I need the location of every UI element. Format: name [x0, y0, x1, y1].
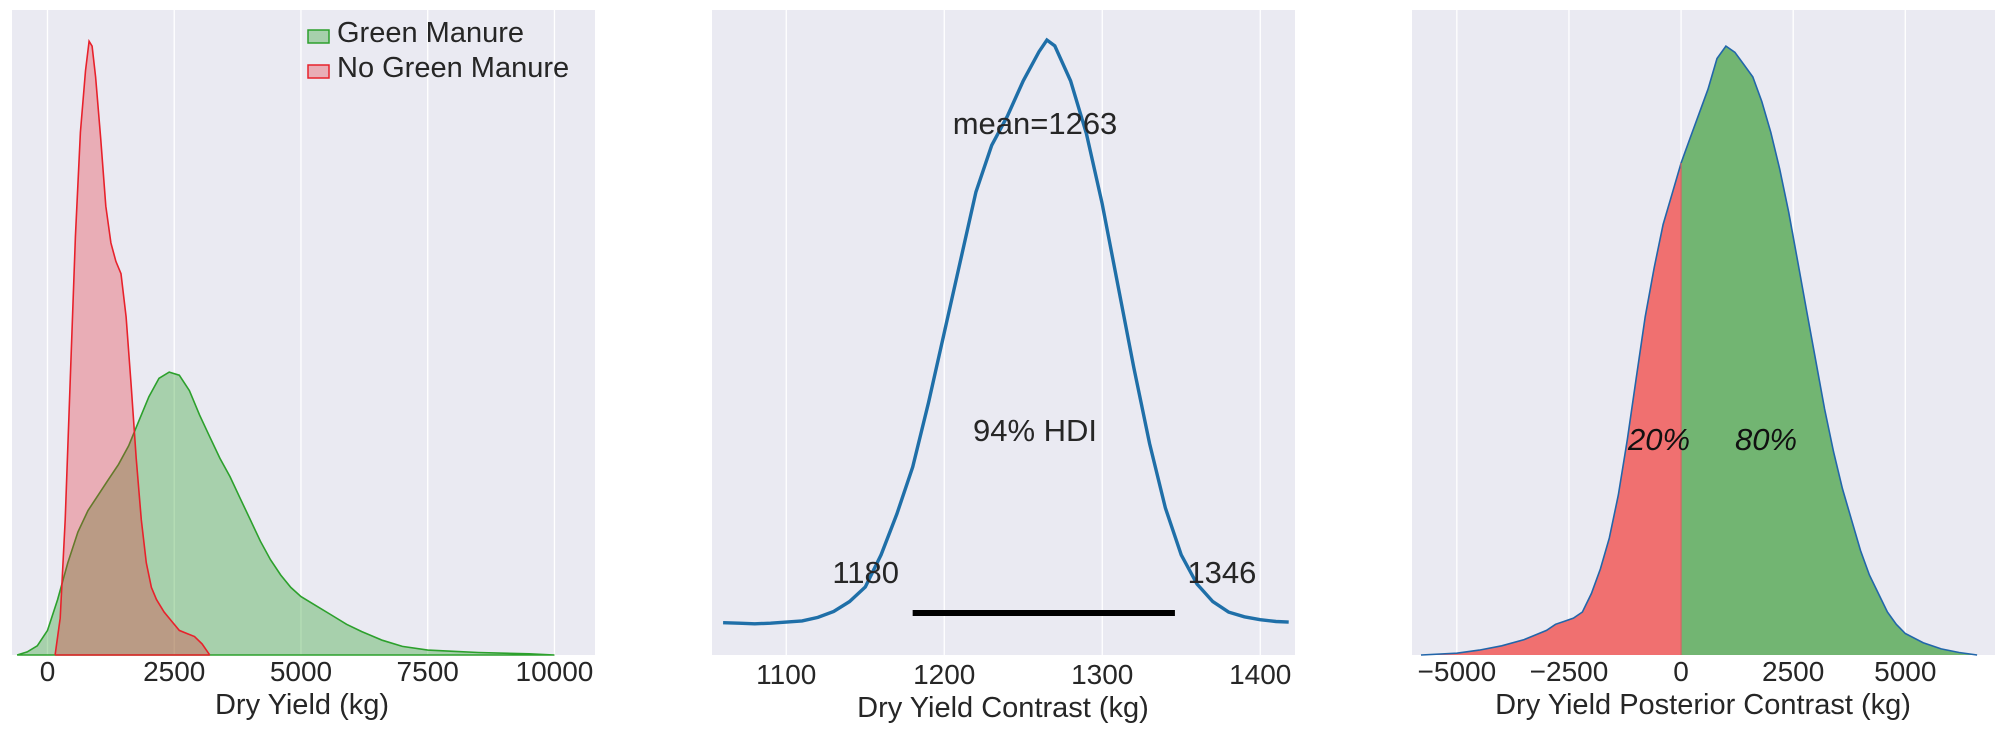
- legend-label-no-green-manure: No Green Manure: [337, 52, 569, 84]
- x-tick-label: −2500: [1530, 656, 1609, 687]
- left-area: [1420, 163, 1682, 655]
- plot-area-2: [712, 10, 1295, 655]
- legend-swatch-no-green-manure: [307, 64, 330, 79]
- x-tick-label: 2500: [143, 656, 205, 687]
- contrast-areas: [1420, 44, 1978, 656]
- x-ticks-2: 1100 1200 1300 1400: [756, 659, 1291, 690]
- panel-1: 0 2500 5000 7500 10000 Dry Yield (kg) Green …: [12, 10, 595, 721]
- x-ticks-1: 0 2500 5000 7500 10000: [40, 656, 594, 687]
- x-tick-label: 1400: [1229, 659, 1291, 690]
- x-axis-label-3: Dry Yield Posterior Contrast (kg): [1495, 689, 1911, 721]
- density-areas-1: [16, 38, 555, 656]
- x-tick-label: 5000: [1874, 656, 1936, 687]
- x-tick-label: 1300: [1071, 659, 1133, 690]
- hdi-label: 94% HDI: [973, 413, 1097, 448]
- x-ticks-3: −5000 −2500 0 2500 5000: [1418, 656, 1937, 687]
- x-axis-label-2: Dry Yield Contrast (kg): [857, 692, 1149, 724]
- legend-label-green-manure: Green Manure: [337, 17, 524, 49]
- x-tick-label: 10000: [516, 656, 594, 687]
- density-area-no-green-manure: [54, 38, 211, 656]
- panel-2: mean=1263 94% HDI 1180 1346 1100 1200 1300…: [712, 10, 1295, 724]
- x-tick-label: −5000: [1418, 656, 1497, 687]
- x-tick-label: 1200: [913, 659, 975, 690]
- mean-label: mean=1263: [953, 106, 1118, 141]
- x-axis-label-1: Dry Yield (kg): [215, 689, 389, 721]
- x-tick-label: 7500: [397, 656, 459, 687]
- contrast-outline: [1420, 44, 1978, 656]
- x-tick-label: 0: [40, 656, 56, 687]
- legend-swatch-green-manure: [307, 29, 330, 44]
- posterior-line: [723, 37, 1289, 626]
- x-tick-label: 1100: [756, 659, 816, 690]
- grid-1: [46, 10, 556, 655]
- right-percent-label: 80%: [1735, 422, 1797, 457]
- posterior-curve: [723, 37, 1289, 626]
- grid-2: [785, 10, 1261, 655]
- panel-3: 20% 80% −5000 −2500 0 2500 5000 Dry Yield Po…: [1412, 10, 1995, 721]
- hdi-high-label: 1346: [1187, 555, 1256, 590]
- right-area: [1681, 46, 1978, 656]
- left-percent-label: 20%: [1627, 422, 1690, 457]
- plot-area-1: [12, 10, 595, 655]
- x-tick-label: 0: [1673, 656, 1689, 687]
- x-tick-label: 2500: [1762, 656, 1824, 687]
- hdi-low-label: 1180: [832, 555, 899, 590]
- legend: Green Manure No Green Manure: [307, 17, 569, 84]
- x-tick-label: 5000: [270, 656, 332, 687]
